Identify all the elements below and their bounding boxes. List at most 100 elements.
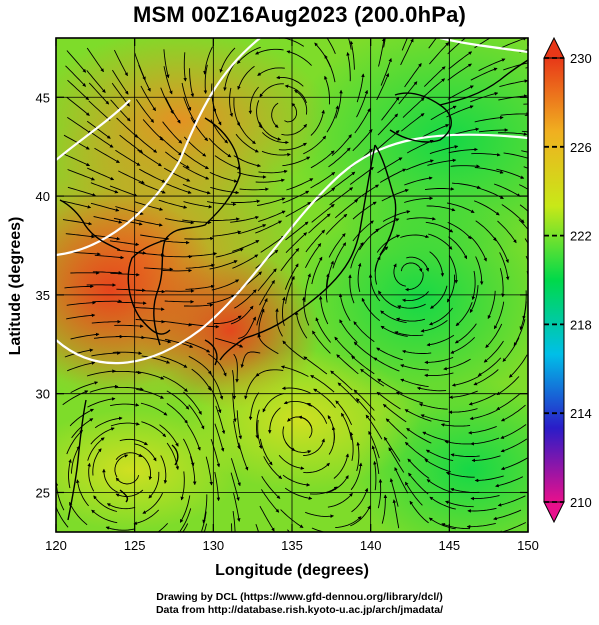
streamline bbox=[259, 83, 284, 98]
streamline bbox=[209, 385, 222, 414]
streamline bbox=[113, 49, 128, 77]
streamline bbox=[233, 420, 241, 450]
streamline bbox=[402, 97, 425, 118]
streamline bbox=[448, 408, 478, 414]
streamline bbox=[519, 204, 528, 212]
streamline bbox=[285, 221, 309, 241]
streamline bbox=[346, 52, 351, 82]
streamline bbox=[259, 121, 282, 141]
streamline bbox=[519, 301, 527, 331]
streamline bbox=[187, 424, 201, 451]
colorbar-label: 222 bbox=[570, 229, 592, 244]
streamline bbox=[501, 204, 525, 224]
streamline bbox=[234, 289, 257, 309]
streamline bbox=[400, 364, 429, 371]
streamline bbox=[137, 149, 162, 167]
streamline bbox=[238, 224, 267, 235]
streamline bbox=[310, 172, 336, 189]
streamline bbox=[400, 378, 429, 388]
streamline bbox=[336, 354, 359, 375]
streamline bbox=[65, 65, 87, 87]
streamline bbox=[110, 403, 140, 407]
x-tick-label: 140 bbox=[360, 538, 382, 553]
streamline bbox=[306, 402, 328, 424]
streamline bbox=[393, 263, 407, 287]
streamline bbox=[184, 152, 209, 170]
streamline bbox=[191, 368, 212, 391]
streamline bbox=[88, 82, 110, 105]
streamline bbox=[202, 494, 208, 524]
streamline bbox=[256, 100, 262, 129]
streamline bbox=[284, 102, 298, 123]
streamline bbox=[141, 355, 171, 364]
streamline bbox=[135, 99, 154, 123]
streamline bbox=[380, 310, 407, 324]
streamline bbox=[235, 133, 259, 153]
streamline bbox=[311, 204, 335, 223]
streamline bbox=[420, 414, 450, 423]
streamline bbox=[284, 84, 307, 104]
streamline bbox=[356, 398, 376, 421]
streamline bbox=[143, 267, 174, 272]
streamline bbox=[349, 40, 355, 70]
streamline bbox=[157, 522, 169, 532]
streamline bbox=[214, 155, 241, 170]
streamline bbox=[381, 188, 409, 202]
streamline bbox=[135, 371, 165, 380]
streamline bbox=[404, 63, 422, 88]
streamline bbox=[159, 424, 179, 447]
streamline bbox=[381, 96, 400, 121]
streamline bbox=[88, 130, 114, 148]
streamline bbox=[338, 293, 351, 322]
streamline bbox=[75, 479, 89, 507]
streamline bbox=[470, 236, 487, 262]
streamline bbox=[451, 375, 480, 387]
streamline bbox=[109, 185, 138, 197]
streamline bbox=[105, 526, 135, 531]
streamline bbox=[425, 221, 454, 233]
streamline bbox=[356, 441, 360, 472]
streamline bbox=[392, 499, 400, 529]
streamline bbox=[324, 54, 336, 83]
streamline bbox=[423, 66, 446, 87]
streamline bbox=[474, 200, 500, 216]
streamline bbox=[159, 135, 182, 156]
streamline bbox=[348, 274, 355, 304]
streamline bbox=[302, 296, 310, 326]
streamline bbox=[352, 129, 373, 152]
streamline bbox=[466, 522, 496, 529]
streamline bbox=[441, 523, 471, 530]
streamline bbox=[189, 456, 197, 486]
streamline bbox=[203, 46, 214, 75]
streamline bbox=[71, 251, 101, 256]
streamline bbox=[429, 145, 459, 155]
streamline bbox=[404, 196, 434, 203]
streamline bbox=[70, 381, 99, 393]
streamline bbox=[67, 117, 92, 134]
streamline bbox=[310, 150, 335, 169]
streamline bbox=[180, 471, 185, 501]
streamline bbox=[179, 495, 191, 523]
streamline bbox=[94, 416, 123, 429]
streamline bbox=[91, 509, 118, 524]
streamline bbox=[339, 319, 358, 343]
streamline bbox=[477, 357, 502, 376]
streamline bbox=[230, 215, 259, 223]
streamline bbox=[305, 511, 334, 518]
streamline bbox=[163, 66, 173, 95]
streamline bbox=[478, 128, 509, 133]
streamline bbox=[378, 38, 386, 67]
streamline bbox=[377, 113, 398, 136]
streamline bbox=[335, 516, 362, 529]
streamline bbox=[64, 284, 94, 289]
streamline bbox=[229, 87, 233, 117]
streamline bbox=[475, 256, 484, 285]
streamline bbox=[400, 38, 414, 66]
streamline bbox=[382, 404, 407, 423]
streamline bbox=[90, 427, 115, 445]
footer: Drawing by DCL (https://www.gfd-dennou.o… bbox=[0, 591, 599, 617]
streamline bbox=[67, 186, 96, 197]
streamline bbox=[88, 100, 111, 121]
streamline bbox=[500, 112, 528, 116]
streamline bbox=[469, 409, 498, 421]
